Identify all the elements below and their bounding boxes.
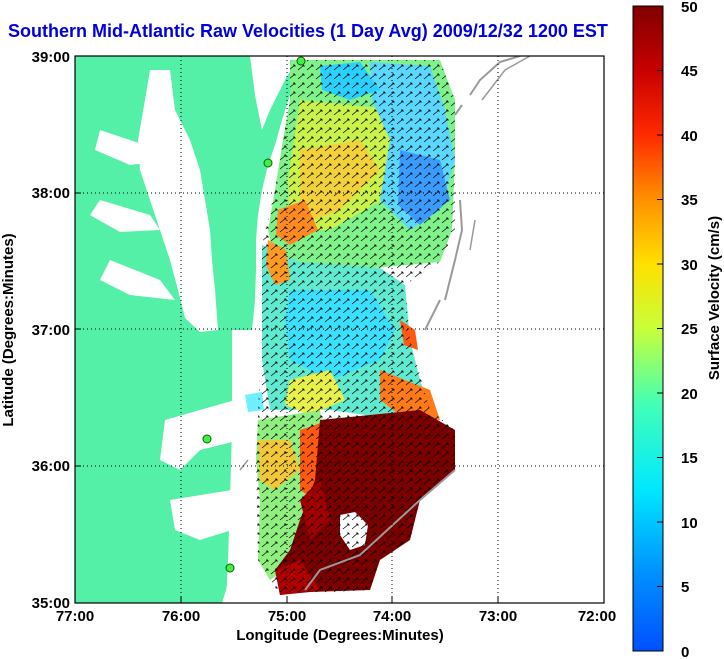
- x-axis-ticks: 77:00 76:00 75:00 74:00 73:00 72:00: [56, 608, 616, 625]
- x-tick-label: 75:00: [268, 608, 306, 625]
- colorbar: 0 5 10 15 20 25 30 35 40 45 50 Surface V…: [632, 0, 723, 659]
- colorbar-tick: 5: [681, 579, 689, 596]
- colorbar-tick: 35: [681, 192, 698, 209]
- colorbar-tick: 15: [681, 450, 698, 467]
- grid-lines: [75, 56, 604, 603]
- station-marker: [263, 158, 273, 168]
- x-tick-label: 77:00: [56, 608, 94, 625]
- y-tick-label: 37:00: [32, 322, 70, 339]
- x-tick-label: 76:00: [162, 608, 200, 625]
- y-axis-ticks: 39:00 38:00 37:00 36:00 35:00: [32, 49, 70, 612]
- colorbar-tick: 25: [681, 321, 698, 338]
- y-axis-label: Latitude (Degrees:Minutes): [0, 233, 17, 426]
- x-axis-label: Longitude (Degrees:Minutes): [236, 627, 444, 644]
- colorbar-tick: 0: [681, 644, 689, 659]
- y-tick-label: 39:00: [32, 49, 70, 66]
- y-tick-label: 35:00: [32, 595, 70, 612]
- colorbar-tick: 45: [681, 63, 698, 80]
- colorbar-tick: 10: [681, 515, 698, 532]
- station-marker: [296, 56, 306, 66]
- colorbar-label: Surface Velocity (cm/s): [706, 216, 723, 380]
- station-marker: [202, 434, 212, 444]
- map-title: Southern Mid-Atlantic Raw Velocities (1 …: [8, 21, 608, 41]
- station-marker: [225, 563, 235, 573]
- colorbar-tick: 30: [681, 257, 698, 274]
- colorbar-tick: 40: [681, 128, 698, 145]
- colorbar-tick: 20: [681, 386, 698, 403]
- y-tick-label: 36:00: [32, 458, 70, 475]
- x-tick-label: 74:00: [373, 608, 411, 625]
- colorbar-tick: 50: [681, 0, 698, 16]
- x-tick-label: 73:00: [479, 608, 517, 625]
- velocity-field: [245, 60, 455, 595]
- bathymetry-contour: [304, 56, 521, 591]
- chesapeake-bay: [138, 70, 218, 332]
- radar-stations: [202, 56, 306, 573]
- x-tick-label: 72:00: [578, 608, 616, 625]
- y-tick-label: 38:00: [32, 185, 70, 202]
